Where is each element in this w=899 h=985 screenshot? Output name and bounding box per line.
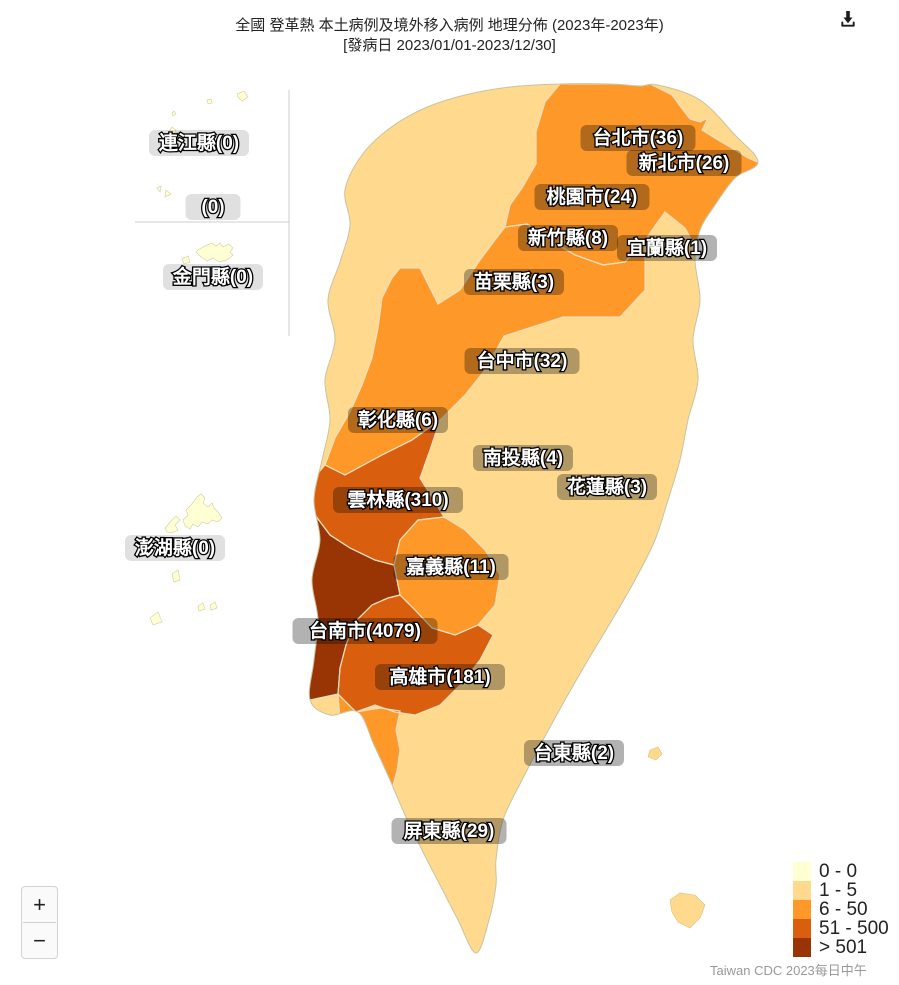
- svg-text:嘉義縣(11): 嘉義縣(11): [405, 555, 496, 578]
- svg-text:台中市(32): 台中市(32): [477, 349, 568, 372]
- svg-text:新竹縣(8): 新竹縣(8): [528, 226, 608, 249]
- svg-text:高雄市(181): 高雄市(181): [389, 665, 490, 688]
- svg-text:台東縣(2): 台東縣(2): [534, 741, 614, 764]
- svg-text:新北市(26): 新北市(26): [639, 151, 730, 174]
- svg-text:桃園市(24): 桃園市(24): [547, 185, 638, 208]
- svg-text:彰化縣(6): 彰化縣(6): [358, 408, 438, 431]
- svg-text:連江縣(0): 連江縣(0): [159, 131, 239, 154]
- svg-text:宜蘭縣(1): 宜蘭縣(1): [627, 236, 707, 259]
- svg-text:花蓮縣(3): 花蓮縣(3): [567, 475, 647, 498]
- svg-text:台南市(4079): 台南市(4079): [309, 619, 421, 642]
- svg-text:(0): (0): [201, 197, 224, 218]
- svg-text:台北市(36): 台北市(36): [593, 126, 684, 149]
- svg-text:澎湖縣(0): 澎湖縣(0): [135, 536, 215, 559]
- svg-text:南投縣(4): 南投縣(4): [483, 446, 563, 469]
- svg-text:苗栗縣(3): 苗栗縣(3): [474, 271, 554, 293]
- svg-text:屏東縣(29): 屏東縣(29): [404, 819, 495, 842]
- svg-text:雲林縣(310): 雲林縣(310): [347, 488, 448, 511]
- svg-text:金門縣(0): 金門縣(0): [172, 265, 253, 288]
